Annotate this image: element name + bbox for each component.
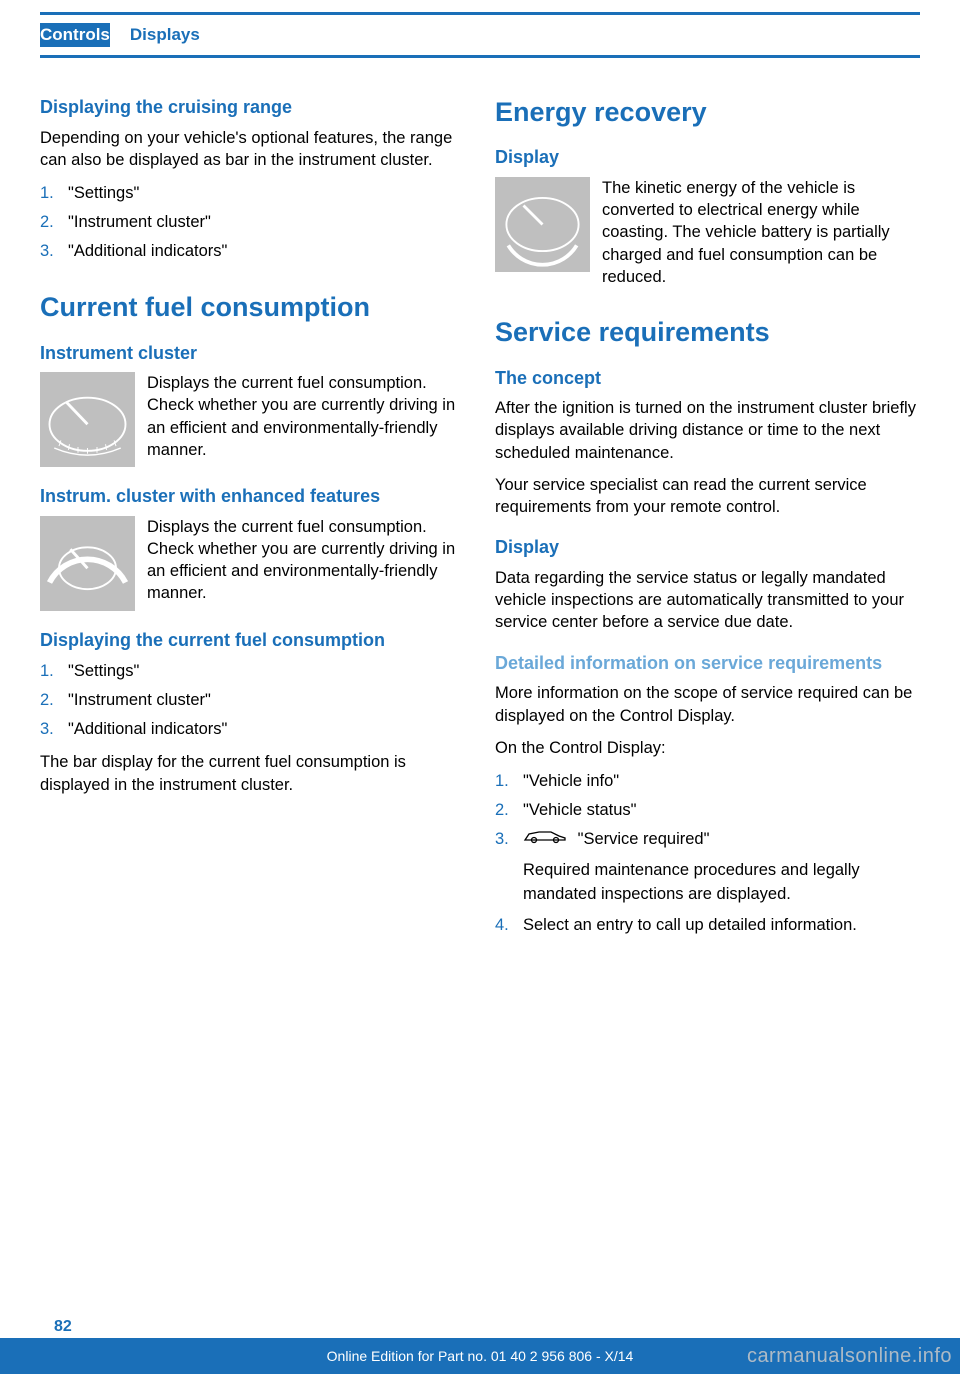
page-content: Displaying the cruising range Depending … [0, 78, 960, 948]
body-text: Depending on your vehicle's optional fea… [40, 127, 465, 172]
list-item: 1."Settings" [40, 181, 465, 206]
energy-gauge-icon [495, 177, 590, 272]
body-text: More information on the scope of service… [495, 682, 920, 727]
list-item: 2."Instrument cluster" [40, 688, 465, 713]
gauge-icon [40, 372, 135, 467]
section-heading: The concept [495, 367, 920, 390]
section-heading: Displaying the current fuel consumption [40, 629, 465, 652]
body-text: After the ignition is turned on the inst… [495, 397, 920, 464]
section-heading: Display [495, 146, 920, 169]
tab-controls: Controls [40, 23, 110, 47]
list-item: 3."Additional indicators" [40, 717, 465, 742]
icon-text-block: Displays the current fuel con­sumption. … [40, 516, 465, 611]
section-h1: Current fuel consumption [40, 291, 465, 323]
body-text: On the Control Display: [495, 737, 920, 759]
steps-list: 1."Settings" 2."Instrument cluster" 3."A… [40, 659, 465, 741]
icon-body-text: Displays the current fuel con­sumption. … [147, 372, 465, 461]
icon-text-block: The kinetic energy of the vehicle is con… [495, 177, 920, 288]
list-item: 1."Vehicle info" [495, 769, 920, 794]
body-text: Your service specialist can read the cur… [495, 474, 920, 519]
right-column: Energy recovery Display The kinetic ener… [495, 78, 920, 948]
list-item: 4.Select an entry to call up detailed in… [495, 913, 920, 938]
list-item: 2."Instrument cluster" [40, 210, 465, 235]
icon-body-text: The kinetic energy of the vehicle is con… [602, 177, 920, 288]
section-h1: Energy recovery [495, 96, 920, 128]
watermark-text: carmanualsonline.info [747, 1345, 952, 1368]
list-item: 2."Vehicle status" [495, 798, 920, 823]
section-heading-light: Detailed information on service requirem… [495, 652, 920, 675]
section-heading: Displaying the cruising range [40, 96, 465, 119]
steps-list: 1."Vehicle info" 2."Vehicle status" 3. "… [495, 769, 920, 938]
list-item: 1."Settings" [40, 659, 465, 684]
list-item-tail: Required maintenance procedures and le­g… [523, 858, 920, 908]
car-outline-icon [523, 827, 567, 852]
header-tabs: Controls Displays [40, 23, 920, 47]
tab-displays: Displays [130, 23, 200, 47]
section-heading: Instrument cluster [40, 342, 465, 365]
steps-list: 1."Settings" 2."Instrument cluster" 3."A… [40, 181, 465, 263]
list-item: 3."Additional indicators" [40, 239, 465, 264]
icon-text-block: Displays the current fuel con­sumption. … [40, 372, 465, 467]
gauge-arc-icon [40, 516, 135, 611]
body-text: Data regarding the service status or leg… [495, 567, 920, 634]
page-number-badge: 82 [40, 1312, 86, 1338]
list-item: 3. "Service required" Required maintenan… [495, 827, 920, 908]
left-column: Displaying the cruising range Depending … [40, 78, 465, 948]
icon-body-text: Displays the current fuel con­sumption. … [147, 516, 465, 605]
section-h1: Service requirements [495, 316, 920, 348]
section-heading: Instrum. cluster with enhanced features [40, 485, 465, 508]
page-number: 82 [54, 1318, 72, 1335]
page-header: Controls Displays [40, 12, 920, 58]
section-heading: Display [495, 536, 920, 559]
body-text: The bar display for the current fuel con… [40, 751, 465, 796]
